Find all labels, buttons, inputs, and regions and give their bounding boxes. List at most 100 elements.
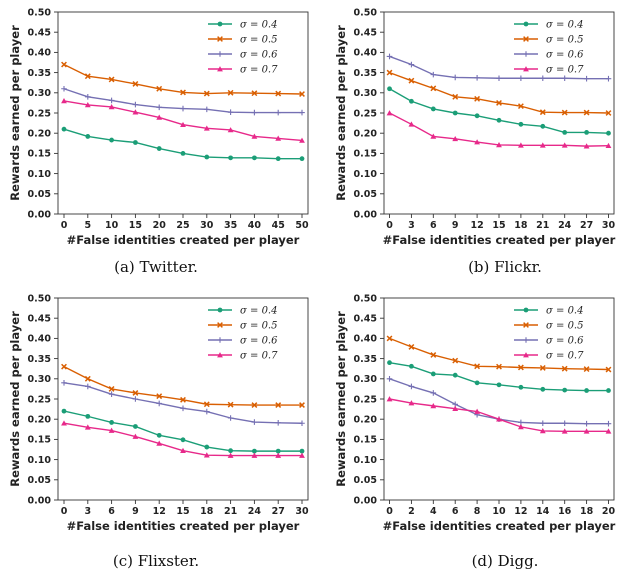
y-tick-label: 0.50 [354,293,378,304]
x-axis-title: #False identities created per player [67,519,300,533]
data-point [180,447,186,454]
x-tick-label: 6 [108,506,115,517]
data-point [386,110,393,116]
series-line [389,398,609,433]
data-point [452,93,459,100]
y-tick-label: 0.25 [354,108,377,119]
legend-marker [217,307,223,313]
data-point [251,109,258,116]
data-point [228,155,234,161]
legend-label: σ = 0.5 [240,35,277,46]
data-point [180,151,186,156]
data-point [227,109,234,115]
data-point [299,402,305,408]
data-point [452,372,458,378]
data-point [539,142,546,148]
x-tick-label: 24 [558,220,572,231]
data-point [156,400,162,407]
legend: σ = 0.4 σ = 0.5 σ = 0.6 σ = 0.7 [208,20,278,76]
data-point [180,89,186,96]
data-point [61,61,67,68]
legend-marker [523,322,529,328]
y-tick-label: 0.40 [28,334,52,345]
data-point [84,102,91,108]
data-point [606,388,611,393]
data-point [132,433,139,439]
data-point [408,383,415,390]
x-tick-label: 20 [602,506,616,517]
data-point [605,75,612,82]
panel-caption: (d) Digg. [472,552,539,570]
data-point [539,109,546,116]
x-tick-label: 18 [514,220,528,231]
data-point [204,154,210,160]
legend-item: σ = 0.6 [514,50,584,61]
data-point [84,73,91,80]
x-axis-title: #False identities created per player [383,233,616,247]
y-axis-title: Rewards earned per player [8,25,22,201]
panel-caption: (c) Flixster. [113,552,199,570]
data-point [408,61,415,68]
data-point [386,396,393,402]
x-tick-label: 50 [295,220,309,231]
series-3 [61,420,305,458]
data-point [85,383,91,390]
x-tick-label: 9 [132,506,139,517]
legend-label: σ = 0.6 [546,336,584,347]
data-point [562,387,568,393]
x-tick-label: 30 [295,506,309,517]
x-tick-label: 12 [470,220,483,231]
data-point [583,428,590,434]
data-point [299,91,305,97]
y-tick-label: 0.10 [354,455,378,466]
data-point [132,109,139,115]
data-point [518,384,524,390]
x-tick-label: 0 [61,506,68,517]
y-tick-label: 0.50 [354,7,378,18]
data-point [108,427,115,433]
x-tick-label: 45 [272,220,285,231]
data-point [474,113,480,119]
data-point [583,420,590,427]
x-tick-label: 2 [408,506,415,517]
x-tick-label: 27 [580,220,593,231]
x-tick-label: 15 [176,506,189,517]
data-point [133,424,138,429]
data-point [386,53,393,60]
x-tick-label: 12 [514,506,527,517]
y-tick-label: 0.35 [28,354,51,365]
y-tick-label: 0.45 [28,28,51,39]
data-point [386,335,393,342]
legend-label: σ = 0.6 [240,50,278,61]
data-point [474,380,480,386]
legend-item: σ = 0.7 [208,65,278,76]
data-point [180,396,186,403]
series-3 [386,110,612,149]
legend-marker [217,337,223,343]
data-point [452,357,459,364]
legend-item: σ = 0.4 [208,20,277,31]
data-point [584,388,589,393]
legend-label: σ = 0.6 [240,336,278,347]
y-tick-label: 0.45 [28,314,51,325]
legend-label: σ = 0.7 [240,351,278,362]
panel-caption: (b) Flickr. [468,258,542,276]
x-tick-label: 12 [153,506,166,517]
chart-panel-2: 0.00 0.05 0.10 0.15 0.20 0.25 0.30 0.35 0.40 0.45… [8,293,309,570]
data-point [275,420,281,426]
y-tick-label: 0.25 [354,394,377,405]
y-tick-label: 0.15 [28,149,51,160]
y-tick-label: 0.40 [354,48,378,59]
data-point [180,437,186,443]
x-tick-label: 40 [248,220,262,231]
legend-marker [523,352,529,358]
data-point [275,109,281,116]
data-point [583,75,590,82]
data-point [61,85,67,92]
data-point [540,123,546,129]
legend-marker [523,337,529,343]
data-point [562,129,568,135]
data-point [180,105,186,112]
data-point [496,117,502,123]
data-point [386,376,393,382]
